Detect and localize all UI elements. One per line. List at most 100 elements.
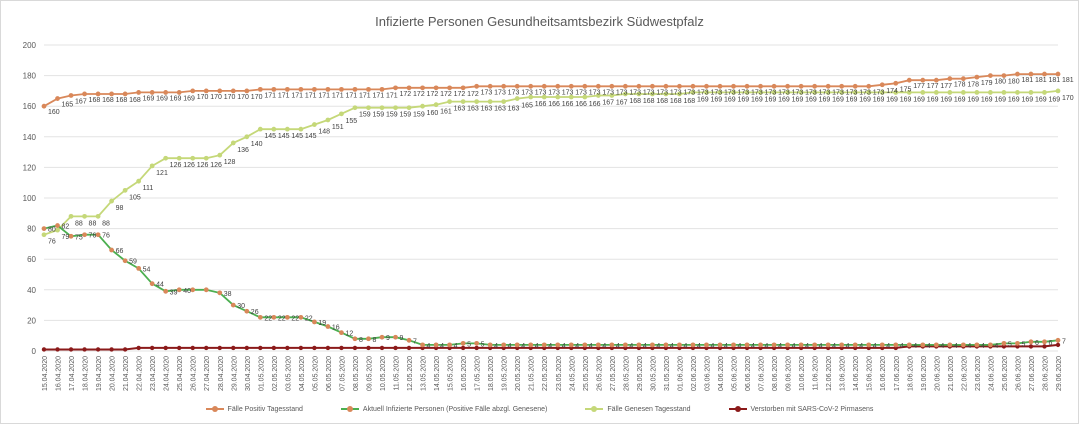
data-point xyxy=(744,83,750,89)
data-point xyxy=(55,347,60,352)
data-label: 181 xyxy=(1035,77,1047,84)
data-point xyxy=(393,85,398,91)
chart-legend: Fälle Positiv Tagesstand Aktuell Infizie… xyxy=(0,405,1079,413)
data-label: 173 xyxy=(508,89,520,96)
data-point xyxy=(244,88,250,94)
data-point xyxy=(704,83,709,89)
data-label: 4 xyxy=(697,343,701,350)
x-tick-label: 18.05.2020 xyxy=(488,356,495,391)
data-label: 159 xyxy=(413,112,425,119)
data-label: 9 xyxy=(400,335,404,342)
data-point xyxy=(203,287,209,293)
data-label: 175 xyxy=(900,86,912,93)
data-point xyxy=(298,314,304,320)
x-tick-label: 27.04.2020 xyxy=(204,356,211,391)
legend-label: Fälle Genesen Tagesstand xyxy=(607,405,691,413)
data-point xyxy=(55,227,60,233)
x-tick-label: 12.06.2020 xyxy=(826,356,833,391)
data-point xyxy=(1028,71,1034,77)
x-tick-label: 04.05.2020 xyxy=(299,356,306,391)
data-point xyxy=(960,342,966,348)
legend-item-active: Aktuell Infizierte Personen (Positive Fä… xyxy=(340,405,547,413)
x-tick-label: 23.05.2020 xyxy=(556,356,563,391)
data-point xyxy=(149,163,155,169)
x-tick-label: 28.05.2020 xyxy=(623,356,630,391)
data-point xyxy=(839,83,845,89)
x-tick-label: 23.04.2020 xyxy=(150,356,157,391)
x-tick-label: 02.05.2020 xyxy=(272,356,279,391)
data-point xyxy=(582,342,588,348)
data-point xyxy=(163,345,168,351)
data-label: 169 xyxy=(900,96,912,103)
data-point xyxy=(541,94,547,100)
data-point xyxy=(933,77,939,83)
data-point xyxy=(460,340,466,346)
data-label: 22 xyxy=(278,315,286,322)
data-point xyxy=(568,342,574,348)
data-point xyxy=(122,187,128,193)
x-tick-label: 03.05.2020 xyxy=(285,356,292,391)
data-point xyxy=(622,83,628,89)
data-point xyxy=(122,91,128,97)
data-point xyxy=(717,342,723,348)
data-label: 170 xyxy=(197,94,209,101)
data-point xyxy=(514,83,520,89)
data-point xyxy=(1015,340,1020,346)
data-point xyxy=(866,342,872,348)
data-point xyxy=(244,345,249,351)
data-point xyxy=(55,96,60,101)
data-point xyxy=(325,345,331,351)
y-tick-label: 200 xyxy=(23,41,37,50)
x-tick-label: 18.06.2020 xyxy=(907,356,914,391)
data-label: 26 xyxy=(251,309,259,316)
data-point xyxy=(1028,90,1034,95)
data-point xyxy=(433,102,439,108)
data-label: 169 xyxy=(954,96,966,103)
x-tick-label: 06.05.2020 xyxy=(326,356,333,391)
data-point xyxy=(960,76,966,82)
data-label: 169 xyxy=(710,96,722,103)
data-point xyxy=(785,342,790,348)
data-point xyxy=(501,342,507,348)
data-point xyxy=(731,342,736,348)
data-point xyxy=(1001,340,1007,346)
data-point xyxy=(839,90,845,95)
data-point xyxy=(460,99,466,105)
data-label: 173 xyxy=(616,89,628,96)
x-tick-label: 29.05.2020 xyxy=(637,356,644,391)
data-point xyxy=(447,342,452,348)
data-point xyxy=(514,342,520,348)
data-point xyxy=(920,77,926,83)
data-point xyxy=(136,265,142,271)
data-point xyxy=(68,93,74,98)
data-label: 168 xyxy=(629,98,641,105)
data-label: 169 xyxy=(143,95,155,102)
data-label: 171 xyxy=(264,92,276,99)
data-label: 161 xyxy=(440,109,452,116)
data-point xyxy=(758,90,763,95)
data-label: 4 xyxy=(535,343,539,350)
data-label: 4 xyxy=(778,343,782,350)
data-point xyxy=(393,345,398,351)
data-point xyxy=(947,342,953,348)
data-point xyxy=(312,122,317,127)
y-tick-label: 100 xyxy=(23,194,37,203)
x-tick-label: 24.06.2020 xyxy=(988,356,995,391)
data-label: 181 xyxy=(1021,77,1033,84)
data-label: 170 xyxy=(1062,95,1074,102)
x-tick-label: 05.06.2020 xyxy=(732,356,739,391)
x-tick-label: 10.05.2020 xyxy=(380,356,387,391)
data-label: 177 xyxy=(927,83,939,90)
data-label: 167 xyxy=(75,98,87,105)
data-label: 4 xyxy=(643,343,647,350)
data-label: 4 xyxy=(859,343,863,350)
data-label: 169 xyxy=(913,96,925,103)
data-point xyxy=(798,83,804,89)
data-label: 177 xyxy=(913,83,925,90)
data-point xyxy=(852,83,858,89)
x-tick-label: 01.06.2020 xyxy=(677,356,684,391)
data-point xyxy=(690,90,696,95)
x-tick-label: 09.05.2020 xyxy=(366,356,373,391)
x-tick-label: 17.06.2020 xyxy=(894,356,901,391)
legend-label: Verstorben mit SARS-CoV-2 Pirmasens xyxy=(750,405,874,413)
